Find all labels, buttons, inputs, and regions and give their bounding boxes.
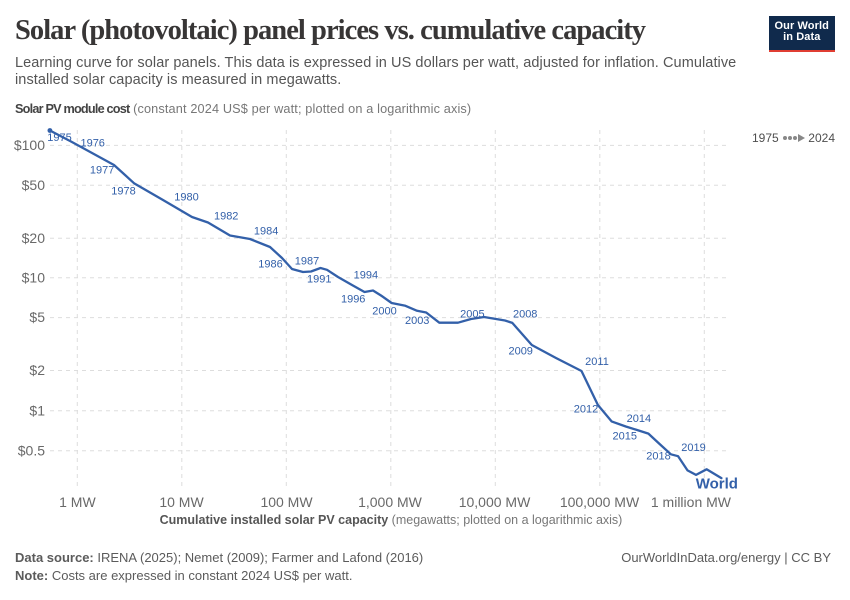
- svg-text:1996: 1996: [341, 293, 365, 305]
- svg-text:1986: 1986: [258, 258, 282, 270]
- svg-text:100 MW: 100 MW: [260, 494, 313, 510]
- svg-text:10,000 MW: 10,000 MW: [459, 494, 531, 510]
- svg-text:1,000 MW: 1,000 MW: [358, 494, 423, 510]
- svg-text:100,000 MW: 100,000 MW: [560, 494, 640, 510]
- svg-text:2005: 2005: [460, 308, 484, 320]
- svg-text:2015: 2015: [613, 431, 637, 443]
- svg-text:2019: 2019: [681, 442, 705, 454]
- svg-text:1 million MW: 1 million MW: [651, 494, 732, 510]
- svg-text:World: World: [696, 476, 738, 493]
- svg-text:1994: 1994: [354, 269, 378, 281]
- svg-text:2009: 2009: [508, 345, 532, 357]
- svg-text:$50: $50: [22, 177, 46, 193]
- svg-text:$10: $10: [22, 269, 46, 285]
- svg-text:1982: 1982: [214, 210, 238, 222]
- svg-text:1978: 1978: [111, 186, 135, 198]
- svg-text:1 MW: 1 MW: [59, 494, 96, 510]
- svg-text:1984: 1984: [254, 226, 278, 238]
- svg-text:$1: $1: [29, 402, 45, 418]
- svg-text:1987: 1987: [295, 256, 319, 268]
- svg-text:2003: 2003: [405, 315, 429, 327]
- svg-text:10 MW: 10 MW: [159, 494, 204, 510]
- svg-text:$0.5: $0.5: [18, 442, 45, 458]
- svg-text:2011: 2011: [585, 356, 609, 368]
- svg-text:2018: 2018: [646, 451, 670, 463]
- svg-text:$2: $2: [29, 362, 45, 378]
- svg-text:Cumulative installed solar PV: Cumulative installed solar PV capacity (…: [160, 513, 623, 527]
- svg-text:$100: $100: [14, 137, 45, 153]
- svg-text:1991: 1991: [307, 274, 331, 286]
- svg-text:1977: 1977: [90, 164, 114, 176]
- svg-text:1975: 1975: [47, 132, 71, 144]
- svg-text:$5: $5: [29, 309, 45, 325]
- svg-text:1976: 1976: [80, 138, 104, 150]
- svg-text:1980: 1980: [174, 191, 198, 203]
- svg-text:2008: 2008: [513, 308, 537, 320]
- svg-text:$20: $20: [22, 230, 46, 246]
- svg-text:2012: 2012: [574, 404, 598, 416]
- svg-text:2014: 2014: [627, 413, 651, 425]
- svg-text:2000: 2000: [372, 306, 396, 318]
